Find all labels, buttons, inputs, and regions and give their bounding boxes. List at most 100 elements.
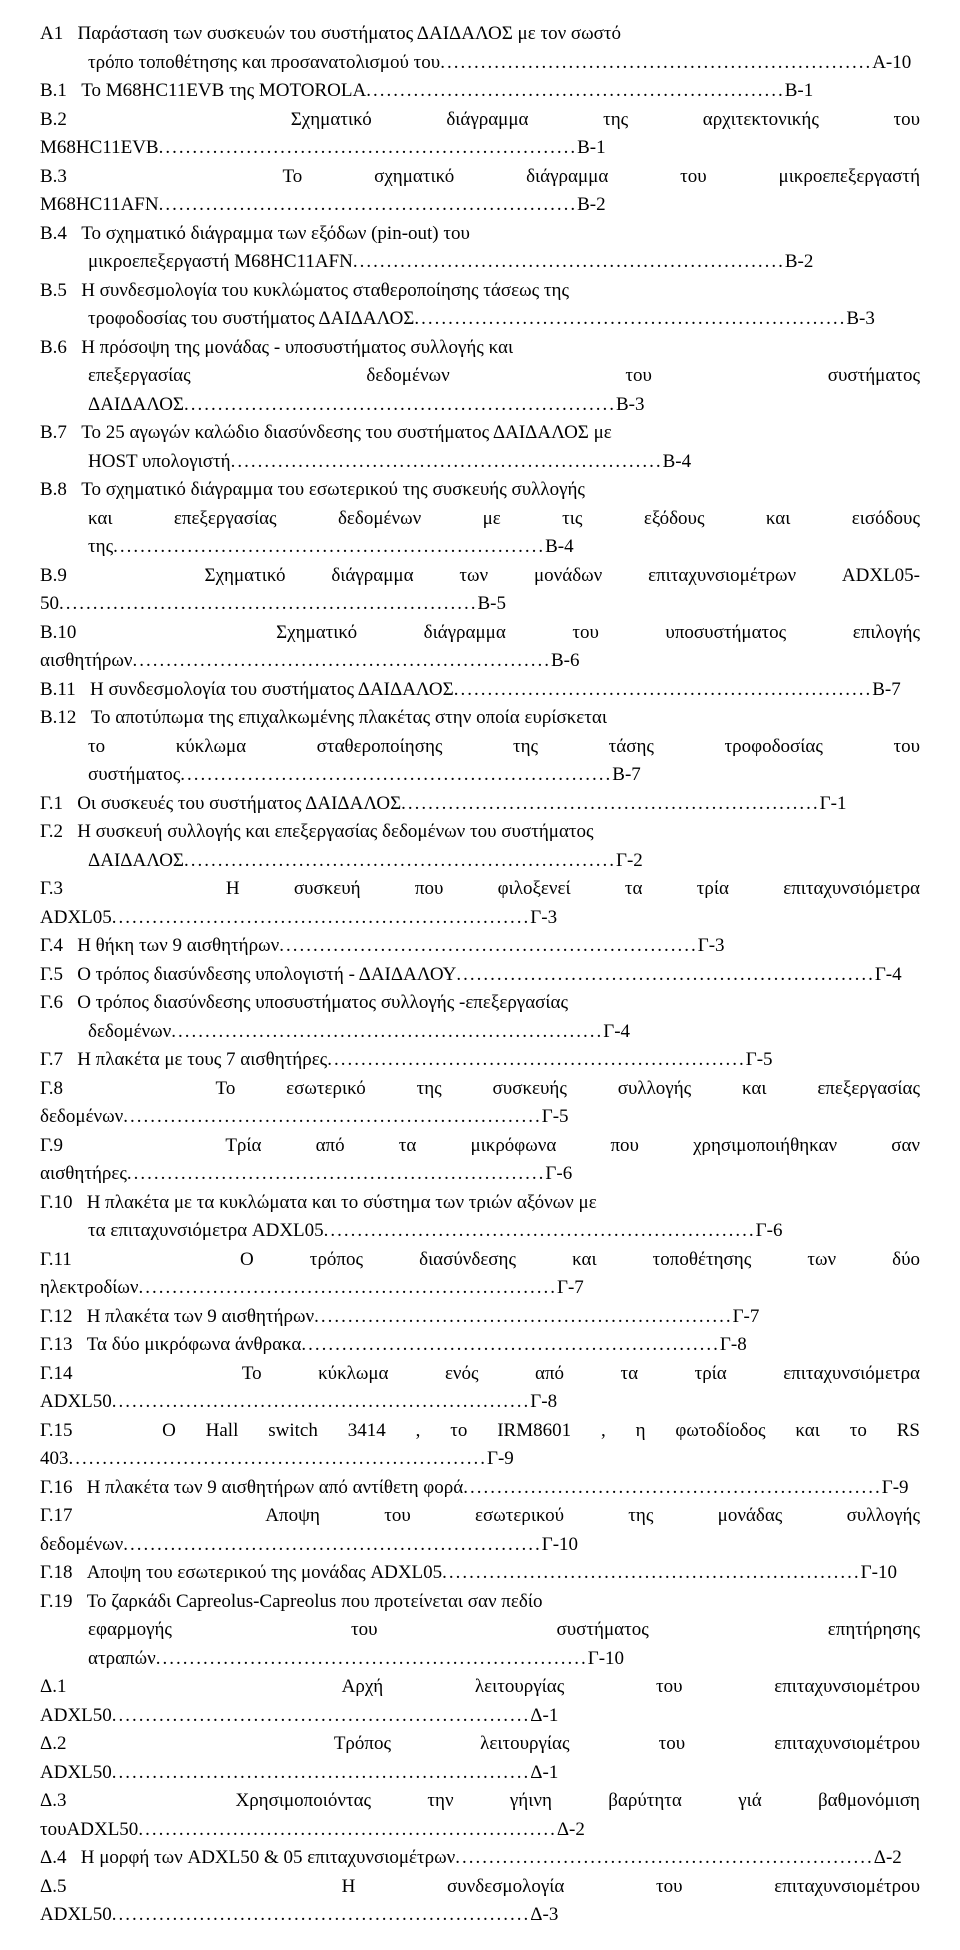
toc-leader: ........................................… — [133, 650, 552, 671]
table-of-contents: Α1 Παράσταση των συσκευών του συστήματος… — [40, 20, 920, 1930]
toc-label: Β.4 — [40, 223, 67, 244]
toc-text: Η πλακέτα με τους 7 αισθητήρες — [77, 1049, 327, 1070]
toc-label: Γ.14 — [40, 1363, 72, 1384]
toc-label: Γ.7 — [40, 1049, 63, 1070]
toc-label: Γ.10 — [40, 1192, 72, 1213]
toc-entry: Δ.2 Τρόπος λειτουργίας του επιταχυνσιομέ… — [40, 1730, 920, 1787]
toc-leader: ........................................… — [112, 1904, 531, 1925]
toc-page: Γ-10 — [588, 1648, 624, 1669]
toc-leader: ........................................… — [184, 850, 616, 871]
toc-text-cont: μικροεπεξεργαστή M68HC11AFN.............… — [88, 248, 920, 277]
toc-leader: ........................................… — [59, 593, 478, 614]
toc-leader: ........................................… — [123, 1534, 542, 1555]
toc-label: Γ.11 — [40, 1249, 72, 1270]
toc-page: Β-6 — [551, 650, 580, 671]
toc-entry: Γ.14 Το κύκλωμα ενός από τα τρία επιταχυ… — [40, 1360, 920, 1417]
toc-entry: Β.8 Το σχηματικό διάγραμμα του εσωτερικο… — [40, 476, 920, 562]
toc-page: Γ-3 — [698, 935, 725, 956]
toc-text: Οι συσκευές του συστήματος ΔΑΙΔΑΛΟΣ — [77, 793, 401, 814]
toc-label: Β.9 — [40, 565, 67, 586]
toc-entry: Γ.16 Η πλακέτα των 9 αισθητήρων από αντί… — [40, 1474, 920, 1503]
toc-entry: Γ.2 Η συσκευή συλλογής και επεξεργασίας … — [40, 818, 920, 875]
toc-page: Β-1 — [785, 80, 814, 101]
toc-entry: Γ.4 Η θήκη των 9 αισθητήρων.............… — [40, 932, 920, 961]
toc-page: Β-3 — [846, 308, 875, 329]
toc-page: Γ-7 — [733, 1306, 760, 1327]
toc-leader: ........................................… — [171, 1021, 603, 1042]
toc-page: Β-2 — [785, 251, 814, 272]
toc-label: Γ.3 — [40, 878, 63, 899]
toc-entry: Γ.10 Η πλακέτα με τα κυκλώματα και το σύ… — [40, 1189, 920, 1246]
toc-leader: ........................................… — [112, 1762, 531, 1783]
toc-label: Δ.3 — [40, 1790, 66, 1811]
toc-entry: Β.6 Η πρόσοψη της μονάδας - υποσυστήματο… — [40, 334, 920, 420]
toc-page: Γ-7 — [557, 1277, 584, 1298]
toc-text: Παράσταση των συσκευών του συστήματος ΔΑ… — [77, 23, 621, 44]
toc-label: Β.3 — [40, 166, 67, 187]
toc-entry: Β.4 Το σχηματικό διάγραμμα των εξόδων (p… — [40, 220, 920, 277]
toc-label: Γ.6 — [40, 992, 63, 1013]
toc-page: Γ-2 — [616, 850, 643, 871]
toc-label: Β.2 — [40, 109, 67, 130]
toc-entry: Γ.12 Η πλακέτα των 9 αισθητήρων.........… — [40, 1303, 920, 1332]
toc-page: Δ-2 — [874, 1847, 902, 1868]
toc-entry: Γ.7 Η πλακέτα με τους 7 αισθητήρες......… — [40, 1046, 920, 1075]
toc-entry: Β.10 Σχηματικό διάγραμμα του υποσυστήματ… — [40, 619, 920, 676]
toc-page: Δ-3 — [530, 1904, 558, 1925]
toc-entry: Β.1 Το M68HC11EVB της MOTOROLA..........… — [40, 77, 920, 106]
toc-entry: Β.7 Το 25 αγωγών καλώδιο διασύνδεσης του… — [40, 419, 920, 476]
toc-page: Γ-3 — [530, 907, 557, 928]
toc-leader: ........................................… — [112, 1705, 531, 1726]
toc-text-cont: τα επιταχυνσιόμετρα ADXL05..............… — [88, 1217, 920, 1246]
toc-entry: Γ.17 Αποψη του εσωτερικού της μονάδας συ… — [40, 1502, 920, 1559]
toc-text: Η συνδεσμολογία του συστήματος ΔΑΙΔΑΛΟΣ — [90, 679, 454, 700]
toc-page: Β-3 — [616, 394, 645, 415]
toc-leader: ........................................… — [440, 52, 872, 73]
toc-entry: Γ.19 Το ζαρκάδι Capreolus-Capreolus που … — [40, 1588, 920, 1674]
toc-leader: ........................................… — [112, 1391, 531, 1412]
toc-leader: ........................................… — [112, 907, 531, 928]
toc-text-cont: HOST υπολογιστή.........................… — [88, 448, 920, 477]
toc-page: Α-10 — [872, 52, 911, 73]
toc-entry: Γ.6 Ο τρόπος διασύνδεσης υποσυστήματος σ… — [40, 989, 920, 1046]
toc-label: Β.7 — [40, 422, 67, 443]
toc-leader: ........................................… — [113, 536, 545, 557]
toc-leader: ........................................… — [414, 308, 846, 329]
toc-leader: ........................................… — [69, 1448, 488, 1469]
toc-entry: Δ.5 Η συνδεσμολογία του επιταχυνσιομέτρο… — [40, 1873, 920, 1930]
toc-text-cont: τροφοδοσίας του συστήματος ΔΑΙΔΑΛΟΣ.....… — [88, 305, 920, 334]
toc-leader: ........................................… — [184, 394, 616, 415]
toc-text: Η πλακέτα των 9 αισθητήρων από αντίθετη … — [87, 1477, 464, 1498]
toc-label: Γ.13 — [40, 1334, 72, 1355]
toc-entry: Δ.4 Η μορφή των ADXL50 & 05 επιταχυνσιομ… — [40, 1844, 920, 1873]
toc-page: Δ-2 — [557, 1819, 585, 1840]
toc-entry: Δ.1 Αρχή λειτουργίας του επιταχυνσιομέτρ… — [40, 1673, 920, 1730]
toc-leader: ........................................… — [353, 251, 785, 272]
toc-label: Β.8 — [40, 479, 67, 500]
toc-text: Η πρόσοψη της μονάδας - υποσυστήματος συ… — [81, 337, 513, 358]
toc-label: Γ.1 — [40, 793, 63, 814]
toc-label: Γ.4 — [40, 935, 63, 956]
toc-page: Γ-5 — [746, 1049, 773, 1070]
toc-label: Β.1 — [40, 80, 67, 101]
toc-page: Β-4 — [545, 536, 574, 557]
toc-text-cont: τρόπο τοποθέτησης και προσανατολισμού το… — [88, 49, 920, 78]
toc-leader: ........................................… — [279, 935, 698, 956]
toc-label: Β.12 — [40, 707, 76, 728]
toc-leader: ........................................… — [366, 80, 785, 101]
toc-entry: Γ.3 Η συσκευή που φιλοξενεί τα τρία επιτ… — [40, 875, 920, 932]
toc-leader: ........................................… — [159, 194, 578, 215]
toc-entry: Γ.9 Τρία από τα μικρόφωνα που χρησιμοποι… — [40, 1132, 920, 1189]
toc-leader: ........................................… — [456, 964, 875, 985]
toc-text: Η πλακέτα των 9 αισθητήρων — [87, 1306, 314, 1327]
toc-page: Γ-6 — [756, 1220, 783, 1241]
toc-text-cont: δεδομένων...............................… — [88, 1018, 920, 1047]
toc-entry: Γ.18 Αποψη του εσωτερικού της μονάδας AD… — [40, 1559, 920, 1588]
toc-page: Γ-9 — [487, 1448, 514, 1469]
toc-page: Γ-10 — [542, 1534, 578, 1555]
toc-text-cont: και επεξεργασίας δεδομένων με τις εξόδου… — [88, 505, 920, 562]
toc-page: Β-1 — [577, 137, 606, 158]
toc-label: Γ.15 — [40, 1420, 72, 1441]
toc-text: Η θήκη των 9 αισθητήρων — [77, 935, 279, 956]
toc-text-cont: επεξεργασίας δεδομένων του συστήματος ΔΑ… — [88, 362, 920, 419]
